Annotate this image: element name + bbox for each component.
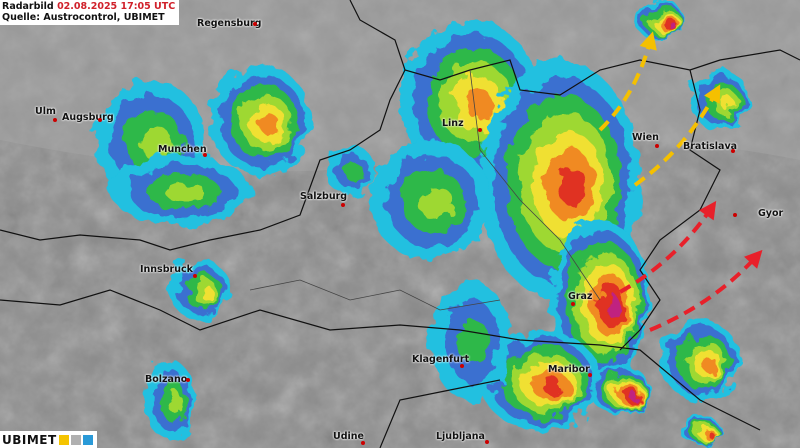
city-dot [588, 373, 592, 377]
radar-echoes [95, 0, 750, 445]
city-label-salzburg: Salzburg [300, 191, 348, 202]
city-label-graz: Graz [568, 291, 593, 302]
city-dot [361, 441, 365, 445]
city-label-maribor: Maribor [548, 364, 590, 375]
city-dot [341, 203, 345, 207]
city-label-klagenfurt: Klagenfurt [412, 354, 470, 365]
radar-echo [166, 183, 206, 203]
sun-icon [58, 434, 69, 445]
radar-header: Radarbild 02.08.2025 17:05 UTC Quelle: A… [0, 0, 180, 25]
cloud-icon [70, 434, 81, 445]
radar-echo [466, 89, 494, 121]
arrow-line [619, 208, 712, 294]
radar-echo [721, 97, 735, 111]
radar-echo [542, 377, 562, 395]
city-label-ljubljana: Ljubljana [436, 431, 485, 442]
city-dot [571, 302, 575, 306]
data-source: Quelle: Austrocontrol, UBIMET [2, 12, 165, 23]
raindrop-icon [82, 434, 93, 445]
arrow-line [649, 256, 757, 332]
city-dot [731, 149, 735, 153]
city-dot [98, 118, 102, 122]
radar-echo [708, 433, 716, 439]
city-label-udine: Udine [333, 431, 364, 442]
radar-echo [629, 393, 639, 401]
city-dot [655, 144, 659, 148]
city-dot [733, 213, 737, 217]
city-dot [186, 378, 190, 382]
city-label-innsbruck: Innsbruck [140, 264, 193, 275]
city-dot [203, 153, 207, 157]
city-label-linz: Linz [442, 118, 464, 129]
radar-echo [140, 125, 172, 161]
city-label-ulm: Ulm [35, 106, 56, 117]
radar-echo [168, 391, 184, 415]
arrow-head-icon [639, 31, 657, 51]
arrow-line [633, 93, 717, 187]
city-dot [53, 118, 57, 122]
ubimet-logo: UBI MET [0, 431, 97, 448]
storm-direction-arrows [598, 31, 763, 332]
city-label-bratislava: Bratislava [683, 141, 738, 152]
radar-echo [558, 166, 586, 206]
radar-echo [260, 114, 280, 136]
city-label-augsburg: Augsburg [62, 112, 114, 123]
arrow-head-icon [699, 200, 717, 221]
city-label-munchen: Munchen [158, 144, 207, 155]
header-label: Radarbild [2, 1, 54, 12]
arrow-head-icon [744, 249, 763, 269]
radar-echo [418, 185, 454, 221]
radar-echo [702, 357, 718, 373]
city-dot [478, 128, 482, 132]
city-label-gyor: Gyor [758, 208, 784, 219]
radar-timestamp: 02.08.2025 17:05 UTC [57, 1, 176, 12]
city-dot [193, 274, 197, 278]
radar-echo [201, 287, 215, 301]
arrow-head-icon [704, 84, 721, 104]
city-label-bolzano: Bolzano [145, 374, 188, 385]
city-label-wien: Wien [632, 132, 659, 143]
radar-echo [670, 24, 678, 30]
radar-echo [606, 295, 622, 319]
city-dot [253, 22, 257, 26]
city-label-regensburg: Regensburg [197, 18, 262, 29]
radar-echo [344, 162, 364, 182]
arrow-line [598, 41, 652, 132]
city-dot [485, 440, 489, 444]
city-dot [460, 364, 464, 368]
